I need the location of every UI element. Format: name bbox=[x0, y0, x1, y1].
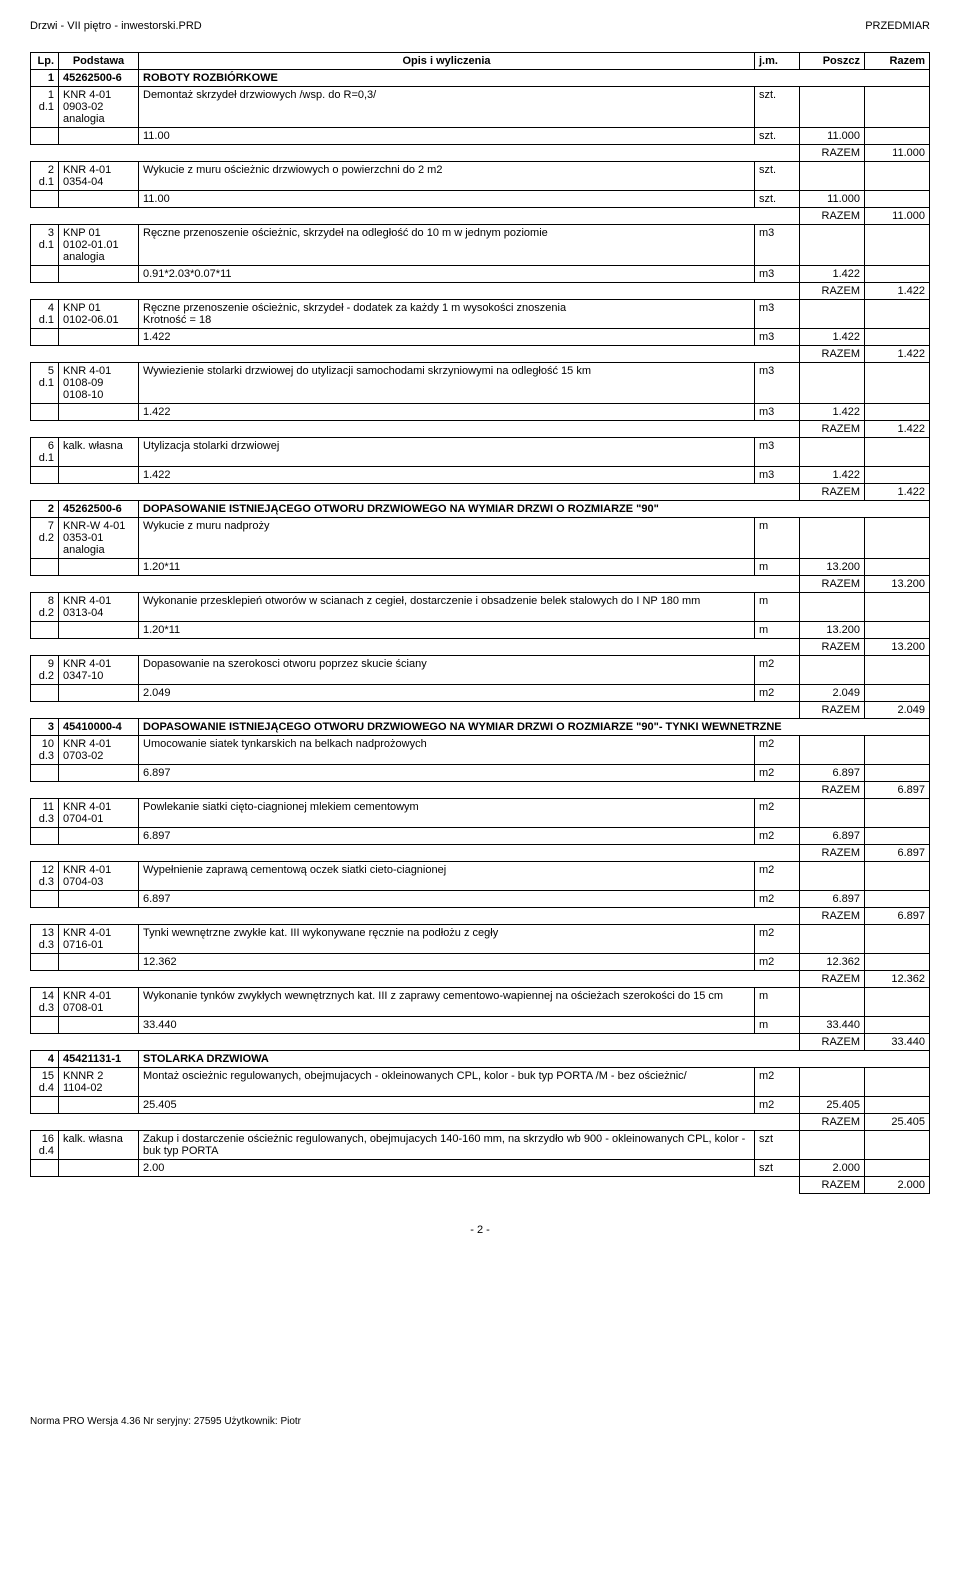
col-jm: j.m. bbox=[755, 53, 800, 70]
table-row: 6.897m26.897 bbox=[31, 891, 930, 908]
table-row: 16d.4kalk. własnaZakup i dostarczenie oś… bbox=[31, 1131, 930, 1160]
table-row: 14d.3KNR 4-010708-01Wykonanie tynków zwy… bbox=[31, 988, 930, 1017]
table-row: RAZEM6.897 bbox=[31, 782, 930, 799]
table-row: 11.00szt.11.000 bbox=[31, 191, 930, 208]
table-row: 12.362m212.362 bbox=[31, 954, 930, 971]
table-row: 6.897m26.897 bbox=[31, 765, 930, 782]
table-row: RAZEM33.440 bbox=[31, 1034, 930, 1051]
table-row: 6.897m26.897 bbox=[31, 828, 930, 845]
table-row: 25.405m225.405 bbox=[31, 1097, 930, 1114]
col-basis: Podstawa bbox=[59, 53, 139, 70]
table-row: RAZEM1.422 bbox=[31, 346, 930, 363]
col-poszcz: Poszcz bbox=[800, 53, 865, 70]
table-row: RAZEM6.897 bbox=[31, 845, 930, 862]
table-row: RAZEM11.000 bbox=[31, 145, 930, 162]
page-number: - 2 - bbox=[30, 1224, 930, 1236]
table-row: 15d.4KNNR 21104-02Montaż oscieżnic regul… bbox=[31, 1068, 930, 1097]
table-row: 9d.2KNR 4-010347-10Dopasowanie na szerok… bbox=[31, 656, 930, 685]
table-row: RAZEM25.405 bbox=[31, 1114, 930, 1131]
table-row: 2.00szt2.000 bbox=[31, 1160, 930, 1177]
przedmiar-table: Lp. Podstawa Opis i wyliczenia j.m. Posz… bbox=[30, 52, 930, 1194]
table-row: 6d.1kalk. własnaUtylizacja stolarki drzw… bbox=[31, 438, 930, 467]
table-row: 3d.1KNP 010102-01.01analogiaRęczne przen… bbox=[31, 225, 930, 266]
col-lp: Lp. bbox=[31, 53, 59, 70]
table-row: 10d.3KNR 4-010703-02Umocowanie siatek ty… bbox=[31, 736, 930, 765]
table-row: RAZEM12.362 bbox=[31, 971, 930, 988]
table-row: 1.422m31.422 bbox=[31, 329, 930, 346]
table-row: 8d.2KNR 4-010313-04Wykonanie przesklepie… bbox=[31, 593, 930, 622]
table-row: 1.20*11m13.200 bbox=[31, 622, 930, 639]
table-row: RAZEM11.000 bbox=[31, 208, 930, 225]
table-row: 4d.1KNP 010102-06.01Ręczne przenoszenie … bbox=[31, 300, 930, 329]
table-row: 5d.1KNR 4-010108-090108-10Wywiezienie st… bbox=[31, 363, 930, 404]
table-row: 245262500-6DOPASOWANIE ISTNIEJĄCEGO OTWO… bbox=[31, 501, 930, 518]
table-row: RAZEM2.049 bbox=[31, 702, 930, 719]
table-row: 12d.3KNR 4-010704-03Wypełnienie zaprawą … bbox=[31, 862, 930, 891]
header-left: Drzwi - VII piętro - inwestorski.PRD bbox=[30, 20, 202, 32]
table-row: 13d.3KNR 4-010716-01Tynki wewnętrzne zwy… bbox=[31, 925, 930, 954]
col-desc: Opis i wyliczenia bbox=[139, 53, 755, 70]
table-row: RAZEM6.897 bbox=[31, 908, 930, 925]
table-row: 2.049m22.049 bbox=[31, 685, 930, 702]
table-row: RAZEM13.200 bbox=[31, 576, 930, 593]
table-row: RAZEM13.200 bbox=[31, 639, 930, 656]
table-row: 11d.3KNR 4-010704-01Powlekanie siatki ci… bbox=[31, 799, 930, 828]
table-row: 0.91*2.03*0.07*11m31.422 bbox=[31, 266, 930, 283]
table-row: RAZEM1.422 bbox=[31, 421, 930, 438]
table-row: 1.20*11m13.200 bbox=[31, 559, 930, 576]
table-row: 1.422m31.422 bbox=[31, 404, 930, 421]
table-row: 445421131-1STOLARKA DRZWIOWA bbox=[31, 1051, 930, 1068]
table-row: 1.422m31.422 bbox=[31, 467, 930, 484]
col-razem: Razem bbox=[865, 53, 930, 70]
table-row: RAZEM2.000 bbox=[31, 1177, 930, 1194]
table-row: 33.440m33.440 bbox=[31, 1017, 930, 1034]
table-row: RAZEM1.422 bbox=[31, 283, 930, 300]
table-row: 1d.1KNR 4-010903-02analogiaDemontaż skrz… bbox=[31, 87, 930, 128]
table-row: 11.00szt.11.000 bbox=[31, 128, 930, 145]
table-row: 7d.2KNR-W 4-010353-01analogiaWykucie z m… bbox=[31, 518, 930, 559]
table-row: RAZEM1.422 bbox=[31, 484, 930, 501]
table-row: 145262500-6ROBOTY ROZBIÓRKOWE bbox=[31, 70, 930, 87]
table-row: 345410000-4DOPASOWANIE ISTNIEJĄCEGO OTWO… bbox=[31, 719, 930, 736]
footer-note: Norma PRO Wersja 4.36 Nr seryjny: 27595 … bbox=[30, 1416, 930, 1427]
header-right: PRZEDMIAR bbox=[865, 20, 930, 32]
table-row: 2d.1KNR 4-010354-04Wykucie z muru oścież… bbox=[31, 162, 930, 191]
